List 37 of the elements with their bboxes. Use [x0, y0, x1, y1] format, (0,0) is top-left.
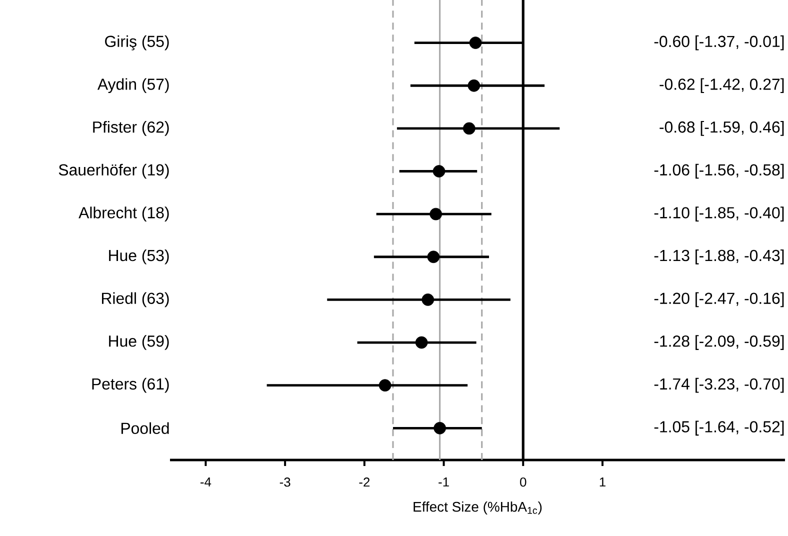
y-tick-label: Albrecht (18): [78, 206, 169, 222]
point: [427, 250, 440, 264]
point: [432, 165, 446, 178]
annotation: -1.13 [-1.88, -0.43]: [654, 249, 784, 264]
x-tick-label: -2: [359, 478, 370, 487]
point: [468, 79, 480, 92]
annotation: -1.10 [-1.85, -0.40]: [654, 206, 784, 222]
annotation: -0.62 [-1.42, 0.27]: [660, 78, 784, 94]
point: [434, 422, 446, 434]
annotation: -0.68 [-1.59, 0.46]: [660, 121, 784, 136]
point: [378, 379, 392, 392]
point: [430, 208, 442, 220]
x-axis-title: Effect Size (%HbA$_{1c}$): [414, 502, 542, 515]
annotation: -1.06 [-1.56, -0.58]: [654, 164, 784, 179]
x-tick-label: -4: [200, 478, 212, 486]
y-tick-label: Pfister (62): [93, 121, 169, 136]
point: [422, 294, 434, 306]
y-tick-label: Riedl (63): [102, 292, 169, 308]
annotation: -1.20 [-2.47, -0.16]: [654, 292, 784, 308]
x-tick-label: -3: [280, 478, 290, 487]
annotation: -0.60 [-1.37, -0.01]: [654, 35, 784, 50]
y-tick-label: Pooled: [121, 422, 169, 434]
x-tick-label: 1: [600, 478, 606, 486]
point: [415, 336, 428, 349]
y-tick-label: Hue (59): [109, 335, 169, 350]
y-tick-label: Giriş (55): [105, 35, 169, 50]
x-tick-label: 0: [520, 478, 526, 487]
point: [462, 122, 476, 135]
y-tick-label: Aydin (57): [97, 78, 169, 94]
y-tick-label: Sauerhöfer (19): [58, 164, 169, 179]
annotation: -1.74 [-3.23, -0.70]: [654, 378, 784, 393]
point: [469, 36, 482, 49]
annotation: -1.05 [-1.64, -0.52]: [654, 420, 784, 436]
x-tick-label: -1: [438, 478, 449, 486]
annotation: -1.28 [-2.09, -0.59]: [654, 335, 784, 350]
y-tick-label: Hue (53): [109, 249, 169, 264]
y-tick-label: Peters (61): [92, 378, 169, 393]
